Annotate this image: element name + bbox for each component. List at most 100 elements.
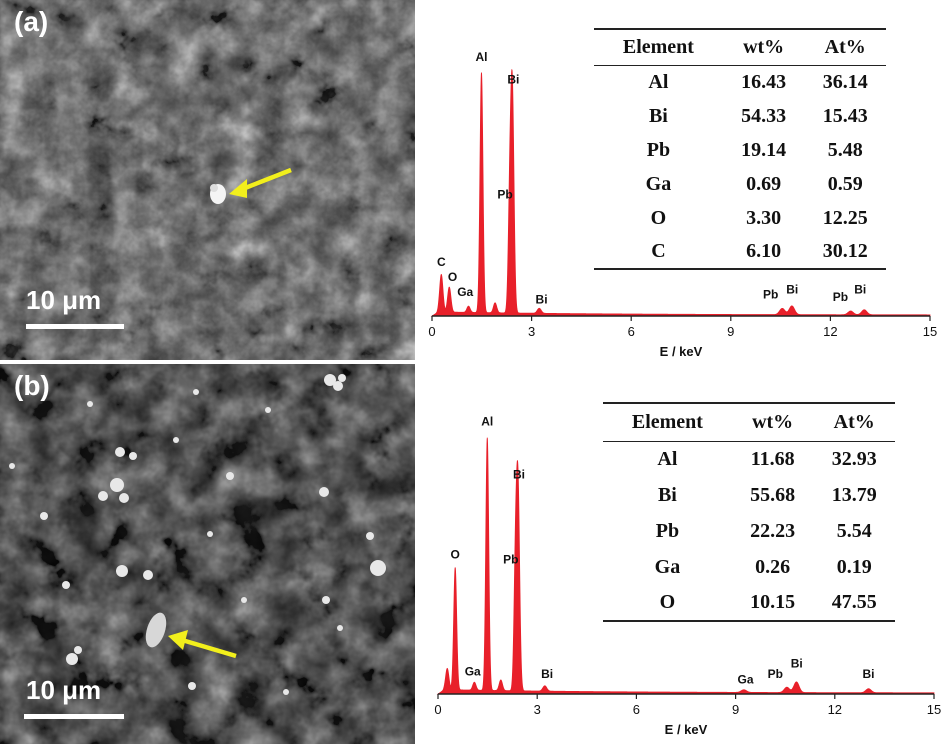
cell-wt: 22.23 [750,519,796,542]
x-tick-label: 0 [428,324,435,339]
table-row: Bi 55.68 13.79 [603,477,895,513]
cell-wt: 0.69 [746,172,782,195]
cell-element: Al [657,447,678,470]
x-tick-label: 9 [727,324,734,339]
peak-label: Pb [497,188,512,202]
peak-label: Al [481,414,493,428]
x-tick-label: 15 [923,324,937,339]
x-tick-label: 0 [434,702,441,717]
cell-wt: 0.26 [755,555,791,578]
arrow-b [181,637,237,659]
cell-wt: 10.15 [750,591,796,613]
peak-label: Pb [763,288,778,302]
cell-at: 0.19 [836,555,872,578]
col-header-at: At% [833,410,875,433]
scale-bar-b [24,714,124,719]
cell-at: 32.93 [831,447,877,470]
spectrum-series-a [430,69,931,317]
col-header-element: Element [631,410,703,433]
table-row: Pb 22.23 5.54 [603,513,895,549]
spectrum-series-b [436,437,935,695]
table-row: Ga 0.69 0.59 [594,167,886,201]
peak-label: Ga [465,664,481,678]
table-row: C 6.10 30.12 [594,235,886,269]
cell-element: Al [648,70,669,93]
cell-element: Pb [646,138,671,161]
eds-spectrum-b: 0 3 6 9 12 15 E / keV O Ga Al Bi Pb Bi Ga Pb Bi Bi [434,414,941,737]
col-header-element: Element [622,35,694,58]
x-tick-label: 15 [927,702,941,717]
sem-image-b: (b) 10 μm [0,364,415,744]
cell-at: 30.12 [822,240,868,262]
col-header-wt: wt% [743,35,785,58]
cell-element: Bi [648,104,668,127]
cell-at: 36.14 [822,70,868,93]
cell-wt: 11.68 [750,447,795,470]
x-tick-label: 9 [732,702,739,717]
table-row: Al 16.43 36.14 [594,65,886,99]
x-tick-label: 6 [633,702,640,717]
peak-label: Pb [768,667,783,681]
cell-at: 13.79 [831,483,877,506]
cell-element: Bi [657,483,677,506]
table-row: O 10.15 47.55 [603,585,895,621]
col-header-at: At% [824,35,866,58]
table-row: O 3.30 12.25 [594,201,886,235]
eds-panel-b: 0 3 6 9 12 15 E / keV O Ga Al Bi Pb Bi Ga Pb Bi Bi Eleme… [418,364,948,744]
x-axis-label: E / keV [660,344,703,359]
peak-label: Bi [507,73,519,87]
cell-at: 15.43 [822,104,868,127]
particle-b [145,612,167,648]
table-row: Pb 19.14 5.48 [594,133,886,167]
table-row: Al 11.68 32.93 [603,441,895,477]
table-header-a: Element wt% At% [594,29,886,65]
peak-label: Bi [863,667,875,681]
cell-at: 0.59 [827,172,863,195]
peak-label: O [451,547,460,561]
particles-b [9,374,386,695]
cell-wt: 3.30 [746,206,782,229]
cell-wt: 19.14 [741,138,787,161]
table-row: Bi 54.33 15.43 [594,99,886,133]
scale-bar-a [26,324,124,329]
sem-texture-b [0,364,415,744]
peak-label: Bi [786,283,798,297]
scale-bar-label-a: 10 μm [26,285,102,315]
x-tick-label: 12 [828,702,842,717]
eds-table-b: Element wt% At% Al 11.68 32.93 Bi 55.68 13.7… [603,402,895,622]
sem-texture-a [0,0,415,360]
x-tick-label: 3 [534,702,541,717]
cell-at: 47.55 [831,591,877,613]
cell-element: C [651,240,666,262]
peak-label: Ga [457,285,473,299]
cell-wt: 55.68 [750,483,796,506]
peak-label: C [437,255,446,269]
cell-wt: 6.10 [746,240,782,262]
x-tick-label: 12 [823,324,837,339]
peak-label: Bi [541,667,553,681]
cell-wt: 54.33 [741,104,787,127]
table-header-b: Element wt% At% [603,403,895,441]
sem-image-a: (a) 10 μm [0,0,415,360]
peak-label: Ga [738,672,754,686]
cell-wt: 16.43 [741,70,787,93]
peak-label: Pb [503,553,518,567]
peak-label: Bi [854,283,866,297]
peak-label: Bi [536,293,548,307]
panel-label-a: (a) [14,6,49,37]
col-header-wt: wt% [752,410,794,433]
peak-label: O [448,270,457,284]
cell-element: Ga [645,172,672,195]
cell-at: 12.25 [822,206,868,229]
peak-label: Bi [791,656,803,670]
cell-element: Pb [655,519,680,542]
peak-label: Al [475,50,487,64]
table-row: Ga 0.26 0.19 [603,549,895,585]
eds-table-a: Element wt% At% Al 16.43 36.14 Bi 54.33 15.4… [594,28,886,270]
panel-label-b: (b) [14,370,50,401]
scale-bar-label-b: 10 μm [26,675,102,705]
cell-element: O [650,206,667,229]
eds-panel-a: 0 3 6 9 12 15 E / keV C O Ga Al Bi Pb Bi Pb Bi Pb Bi Elem… [418,0,948,360]
cell-at: 5.48 [827,138,863,161]
